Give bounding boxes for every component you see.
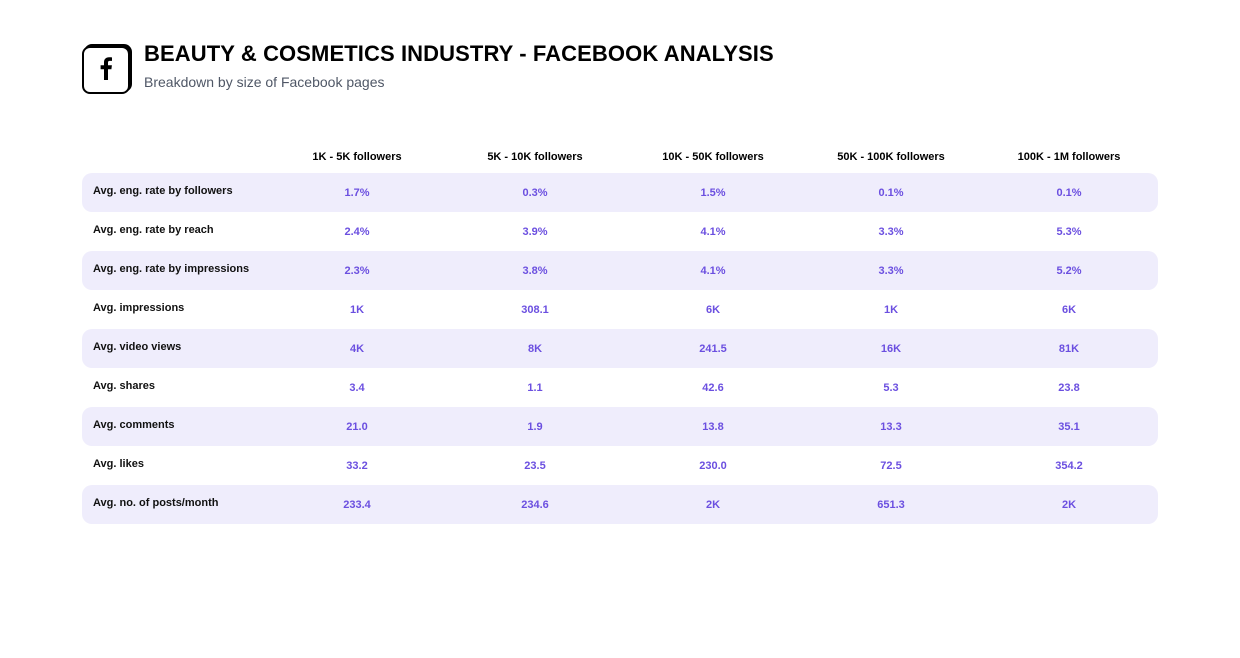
row-label: Avg. likes [93, 457, 144, 470]
logo-tile [82, 46, 130, 94]
facebook-logo [82, 42, 134, 96]
table-cell: 3.9% [522, 225, 548, 238]
row-label: Avg. eng. rate by reach [93, 223, 214, 236]
table-header-row: 1K - 5K followers 5K - 10K followers 10K… [82, 146, 1158, 168]
table-cell: 2K [705, 498, 721, 511]
table-cell: 1K [883, 303, 899, 316]
column-header: 5K - 10K followers [487, 151, 583, 163]
table-cell: 3.4 [349, 381, 365, 394]
table-cell: 23.5 [524, 459, 546, 472]
row-label: Avg. eng. rate by followers [93, 184, 233, 197]
table-cell: 2K [1061, 498, 1077, 511]
table-row: Avg. eng. rate by impressions 2.3% 3.8% … [82, 251, 1158, 290]
table-cell: 8K [527, 342, 543, 355]
table-cell: 1.7% [344, 186, 370, 199]
facebook-icon [99, 56, 113, 85]
table-cell: 42.6 [702, 381, 724, 394]
row-label: Avg. eng. rate by impressions [93, 262, 250, 275]
table-cell: 3.8% [522, 264, 548, 277]
table-row: Avg. likes 33.2 23.5 230.0 72.5 354.2 [82, 446, 1158, 485]
table-cell: 6K [705, 303, 721, 316]
page-title: BEAUTY & COSMETICS INDUSTRY - FACEBOOK A… [144, 41, 774, 66]
column-header: 10K - 50K followers [662, 151, 764, 163]
table-row: Avg. impressions 1K 308.1 6K 1K 6K [82, 290, 1158, 329]
table-cell: 0.3% [522, 186, 548, 199]
table-cell: 230.0 [699, 459, 727, 472]
row-label: Avg. no. of posts/month [93, 496, 219, 509]
table-cell: 81K [1058, 342, 1080, 355]
row-label: Avg. impressions [93, 301, 185, 314]
table-row: Avg. video views 4K 8K 241.5 16K 81K [82, 329, 1158, 368]
titles: BEAUTY & COSMETICS INDUSTRY - FACEBOOK A… [144, 42, 774, 91]
table-row: Avg. eng. rate by reach 2.4% 3.9% 4.1% 3… [82, 212, 1158, 251]
table-cell: 13.3 [880, 420, 902, 433]
table-cell: 354.2 [1055, 459, 1083, 472]
table-cell: 1.5% [700, 186, 726, 199]
column-header: 50K - 100K followers [837, 151, 945, 163]
table-cell: 4.1% [700, 264, 726, 277]
analysis-table: 1K - 5K followers 5K - 10K followers 10K… [82, 146, 1158, 524]
table-cell: 16K [880, 342, 902, 355]
table-row: Avg. eng. rate by followers 1.7% 0.3% 1.… [82, 173, 1158, 212]
table-cell: 2.4% [344, 225, 370, 238]
table-cell: 23.8 [1058, 381, 1080, 394]
table-cell: 33.2 [346, 459, 368, 472]
table-row: Avg. no. of posts/month 233.4 234.6 2K 6… [82, 485, 1158, 524]
table-cell: 13.8 [702, 420, 724, 433]
table-cell: 3.3% [878, 264, 904, 277]
table-cell: 233.4 [343, 498, 371, 511]
table-cell: 72.5 [880, 459, 902, 472]
table-cell: 35.1 [1058, 420, 1080, 433]
table-cell: 5.2% [1056, 264, 1082, 277]
page-subtitle: Breakdown by size of Facebook pages [144, 74, 385, 90]
table-cell: 0.1% [1056, 186, 1082, 199]
table-row: Avg. comments 21.0 1.9 13.8 13.3 35.1 [82, 407, 1158, 446]
table-cell: 308.1 [521, 303, 549, 316]
table-cell: 234.6 [521, 498, 549, 511]
table-cell: 0.1% [878, 186, 904, 199]
table-cell: 3.3% [878, 225, 904, 238]
page-header: BEAUTY & COSMETICS INDUSTRY - FACEBOOK A… [82, 42, 774, 96]
table-cell: 4K [349, 342, 365, 355]
table-row: Avg. shares 3.4 1.1 42.6 5.3 23.8 [82, 368, 1158, 407]
table-cell: 1K [349, 303, 365, 316]
table-cell: 2.3% [344, 264, 370, 277]
table-cell: 5.3 [883, 381, 899, 394]
row-label: Avg. shares [93, 379, 155, 392]
column-header: 100K - 1M followers [1017, 151, 1121, 163]
table-cell: 21.0 [346, 420, 368, 433]
row-label: Avg. video views [93, 340, 182, 353]
table-cell: 241.5 [699, 342, 727, 355]
table-cell: 1.1 [527, 381, 543, 394]
table-cell: 6K [1061, 303, 1077, 316]
table-cell: 651.3 [877, 498, 905, 511]
table-cell: 5.3% [1056, 225, 1082, 238]
table-cell: 4.1% [700, 225, 726, 238]
table-body: Avg. eng. rate by followers 1.7% 0.3% 1.… [82, 173, 1158, 524]
row-label: Avg. comments [93, 418, 175, 431]
table-cell: 1.9 [527, 420, 543, 433]
column-header: 1K - 5K followers [312, 151, 402, 163]
